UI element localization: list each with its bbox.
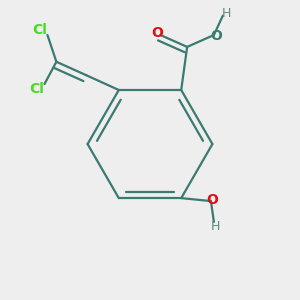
Text: O: O bbox=[210, 28, 222, 43]
Text: H: H bbox=[211, 220, 220, 233]
Text: Cl: Cl bbox=[33, 23, 47, 37]
Text: O: O bbox=[206, 193, 218, 207]
Text: Cl: Cl bbox=[30, 82, 44, 96]
Text: O: O bbox=[151, 26, 163, 40]
Text: H: H bbox=[222, 7, 231, 20]
